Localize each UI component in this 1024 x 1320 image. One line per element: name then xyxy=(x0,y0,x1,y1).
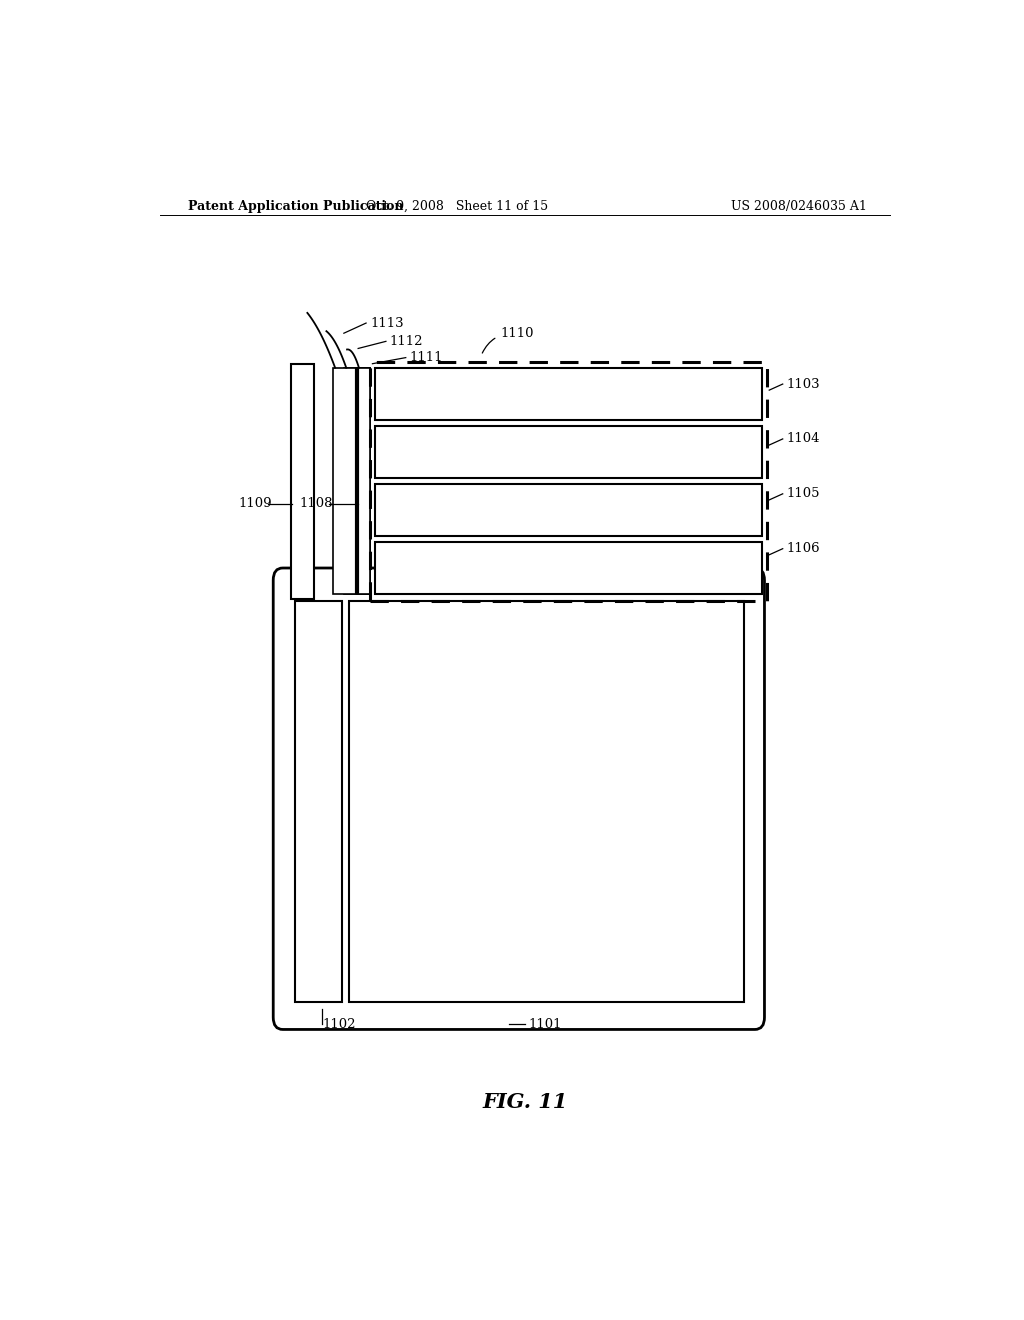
Bar xyxy=(375,484,762,536)
Bar xyxy=(356,368,370,594)
Bar xyxy=(375,426,762,478)
Text: 1105: 1105 xyxy=(786,487,820,500)
Text: Oct. 9, 2008   Sheet 11 of 15: Oct. 9, 2008 Sheet 11 of 15 xyxy=(367,199,549,213)
Text: FIG. 11: FIG. 11 xyxy=(482,1092,567,1111)
Text: 1109: 1109 xyxy=(239,498,272,511)
Bar xyxy=(344,368,370,594)
Bar xyxy=(370,362,767,601)
Text: 1104: 1104 xyxy=(786,433,820,445)
Text: 1103: 1103 xyxy=(786,378,820,391)
Bar xyxy=(291,364,314,598)
Text: 1111: 1111 xyxy=(410,351,443,364)
Text: 1106: 1106 xyxy=(786,543,820,556)
Text: 1112: 1112 xyxy=(390,335,423,348)
Bar xyxy=(375,368,762,420)
Text: 1102: 1102 xyxy=(323,1018,356,1031)
Text: 1110: 1110 xyxy=(482,327,534,352)
Text: US 2008/0246035 A1: US 2008/0246035 A1 xyxy=(731,199,867,213)
FancyBboxPatch shape xyxy=(273,568,765,1030)
Bar xyxy=(333,368,370,594)
Text: Patent Application Publication: Patent Application Publication xyxy=(187,199,403,213)
Text: 1101: 1101 xyxy=(528,1018,562,1031)
Bar xyxy=(375,543,762,594)
Bar xyxy=(348,601,743,1002)
Bar xyxy=(295,601,342,1002)
Text: 1113: 1113 xyxy=(370,317,403,330)
Text: 1108: 1108 xyxy=(299,498,333,511)
